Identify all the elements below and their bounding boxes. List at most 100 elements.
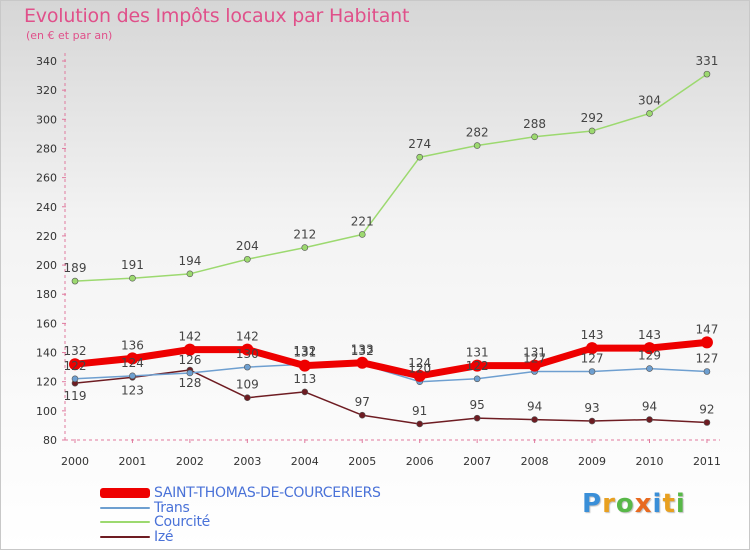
data-point-saint-thomas <box>643 342 656 355</box>
data-point-saint-thomas <box>700 336 713 349</box>
series-line-ize <box>74 369 708 425</box>
data-label-courcite: 204 <box>236 239 259 253</box>
data-label-courcite: 292 <box>581 111 604 125</box>
x-tick-label: 2009 <box>578 455 606 468</box>
data-point-ize <box>531 416 538 423</box>
data-point-courcite <box>416 153 424 161</box>
data-point-trans <box>129 372 136 380</box>
data-label-courcite: 194 <box>178 254 201 268</box>
proxiti-logo: Proxiti <box>582 489 686 519</box>
legend-item-saint-thomas: SAINT-THOMAS-DE-COURCERIERS <box>100 486 381 501</box>
data-point-saint-thomas <box>183 343 196 356</box>
x-tick-label: 2007 <box>463 455 491 468</box>
value-labels: 189 191 194 204 212 221 274 282 288 292 304 331 119 1… <box>64 54 719 418</box>
data-point-trans <box>473 375 481 383</box>
chart-title: Evolution des Impôts locaux par Habitant <box>24 5 410 27</box>
data-label-saint-thomas: 147 <box>695 322 718 336</box>
data-point-saint-thomas <box>69 358 81 371</box>
data-label-saint-thomas: 131 <box>293 346 316 360</box>
x-tick-label: 2001 <box>118 455 146 468</box>
data-label-courcite: 282 <box>466 126 489 140</box>
data-point-courcite <box>646 110 653 117</box>
data-point-ize <box>301 388 309 396</box>
data-point-courcite <box>244 255 251 263</box>
chart-axes: 80 100 120 140 160 180 200 220 240 260 280 300 320 34… <box>36 53 721 468</box>
data-point-courcite <box>129 274 136 282</box>
data-point-ize <box>358 411 366 419</box>
data-point-courcite <box>531 133 538 141</box>
data-label-saint-thomas: 142 <box>236 330 259 344</box>
x-tick-label: 2008 <box>521 455 549 468</box>
data-label-ize: 95 <box>470 398 485 412</box>
series-lines <box>69 70 713 428</box>
data-point-saint-thomas <box>126 352 139 365</box>
y-tick-label: 160 <box>36 317 57 330</box>
legend-swatch-courcite <box>100 521 150 524</box>
y-tick-label: 260 <box>36 172 57 185</box>
y-tick-label: 240 <box>36 201 57 214</box>
data-point-courcite <box>186 270 194 278</box>
data-label-trans: 130 <box>236 347 259 361</box>
data-point-trans <box>186 369 194 377</box>
x-tick-label: 2004 <box>291 455 319 468</box>
y-tick-label: 180 <box>36 288 57 301</box>
data-point-courcite <box>588 127 596 135</box>
y-tick-label: 340 <box>36 55 57 68</box>
data-label-courcite: 221 <box>351 214 374 228</box>
data-label-ize: 97 <box>355 395 370 409</box>
y-tick-label: 200 <box>36 259 57 272</box>
x-tick-label: 2006 <box>406 455 434 468</box>
data-label-saint-thomas: 124 <box>408 356 431 370</box>
y-tick-label: 140 <box>36 347 57 360</box>
x-tick-label: 2002 <box>176 455 204 468</box>
data-label-trans: 122 <box>64 359 87 373</box>
data-label-saint-thomas: 142 <box>178 330 201 344</box>
series-line-courcite <box>74 73 708 282</box>
data-point-ize <box>588 417 596 425</box>
logo-letter: P <box>582 489 603 519</box>
logo-letter: t <box>662 489 676 519</box>
data-label-trans: 127 <box>523 351 546 365</box>
series-line-trans <box>74 363 708 383</box>
data-label-saint-thomas: 143 <box>638 328 661 342</box>
data-label-saint-thomas: 133 <box>351 343 374 357</box>
legend-swatch-trans <box>100 506 150 509</box>
data-label-saint-thomas: 131 <box>523 346 546 360</box>
data-label-ize: 94 <box>642 400 657 414</box>
data-point-ize <box>646 416 653 423</box>
y-tick-label: 280 <box>36 142 57 155</box>
data-label-trans: 127 <box>581 351 604 365</box>
logo-letter: i <box>675 489 686 519</box>
data-label-courcite: 331 <box>695 54 718 68</box>
data-label-trans: 129 <box>638 349 661 363</box>
logo-letter: x <box>634 489 653 519</box>
data-label-ize: 113 <box>293 372 316 386</box>
data-label-saint-thomas: 136 <box>121 338 144 352</box>
data-point-courcite <box>703 70 711 78</box>
data-label-ize: 119 <box>64 389 87 403</box>
data-point-saint-thomas <box>413 369 426 382</box>
y-tick-label: 80 <box>43 434 57 447</box>
y-tick-label: 100 <box>36 405 57 418</box>
legend-label-courcite: Courcité <box>154 514 210 530</box>
data-point-trans <box>588 368 596 375</box>
data-label-ize: 92 <box>699 403 714 417</box>
legend-item-courcite: Courcité <box>100 515 381 530</box>
data-point-courcite <box>71 277 79 285</box>
data-label-courcite: 191 <box>121 258 144 272</box>
logo-letter: i <box>652 489 663 519</box>
legend-label-ize: Izé <box>154 528 174 545</box>
data-label-ize: 94 <box>527 400 542 414</box>
data-point-courcite <box>358 231 366 238</box>
data-point-courcite <box>473 142 481 149</box>
legend-swatch-ize <box>100 535 150 538</box>
data-label-trans: 127 <box>695 351 718 365</box>
chart-legend: SAINT-THOMAS-DE-COURCERIERS Trans Courci… <box>100 486 381 544</box>
data-point-saint-thomas <box>241 343 254 356</box>
data-point-trans <box>703 368 711 375</box>
data-label-ize: 123 <box>121 383 144 397</box>
data-point-saint-thomas <box>471 359 484 372</box>
data-point-ize <box>416 420 424 428</box>
